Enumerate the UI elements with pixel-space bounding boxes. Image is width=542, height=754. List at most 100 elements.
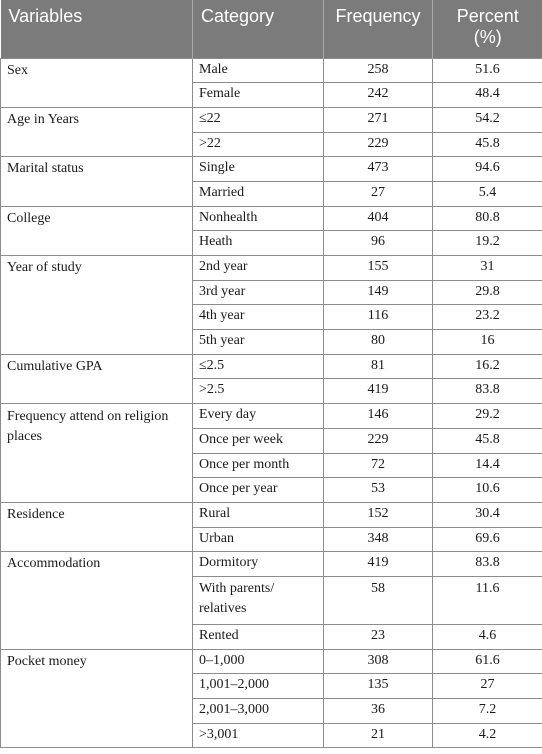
table-row: Once per month 72 14.4 bbox=[1, 452, 542, 479]
category-cell: Once per year bbox=[192, 477, 324, 503]
table-row: College Nonhealth 404 80.8 bbox=[0, 205, 542, 257]
table-row: Once per year 53 10.6 bbox=[1, 477, 542, 503]
table-row: Pocket money 0–1,000 308 61.6 bbox=[0, 648, 542, 749]
table-row: Frequency attend on religion places Ever… bbox=[0, 403, 542, 503]
variable-cell: Pocket money bbox=[0, 648, 193, 749]
category-cell: Urban bbox=[192, 526, 324, 553]
percent-cell: 14.4 bbox=[432, 452, 542, 479]
table-row: Rented 23 4.6 bbox=[1, 623, 542, 650]
percent-cell: 94.6 bbox=[432, 156, 542, 182]
percent-cell: 83.8 bbox=[432, 378, 542, 405]
percent-cell: 83.8 bbox=[432, 551, 542, 577]
category-cell: Rented bbox=[192, 623, 324, 650]
percent-cell: 54.2 bbox=[432, 106, 542, 133]
frequency-cell: 419 bbox=[323, 551, 433, 577]
frequency-cell: 36 bbox=[323, 698, 433, 724]
frequency-cell: 81 bbox=[323, 353, 433, 380]
frequency-cell: 58 bbox=[323, 575, 433, 625]
header-frequency: Frequency bbox=[323, 0, 433, 58]
frequency-cell: 271 bbox=[323, 106, 433, 133]
percent-cell: 11.6 bbox=[432, 575, 542, 625]
percent-cell: 29.2 bbox=[432, 403, 542, 429]
variable-cell: Residence bbox=[0, 501, 193, 553]
frequency-cell: 21 bbox=[323, 722, 433, 749]
table-row: 5th year 80 16 bbox=[1, 329, 542, 355]
category-cell: >22 bbox=[192, 131, 324, 158]
frequency-cell: 72 bbox=[323, 452, 433, 479]
category-cell: ≤2.5 bbox=[192, 353, 324, 380]
frequency-cell: 155 bbox=[323, 255, 433, 281]
header-variables: Variables bbox=[0, 0, 193, 58]
frequency-cell: 53 bbox=[323, 477, 433, 503]
percent-cell: 7.2 bbox=[432, 698, 542, 724]
category-cell: Dormitory bbox=[192, 551, 324, 577]
percent-cell: 27 bbox=[432, 673, 542, 699]
percent-cell: 69.6 bbox=[432, 526, 542, 553]
category-cell: 2nd year bbox=[192, 255, 324, 281]
table-row: 4th year 116 23.2 bbox=[1, 304, 542, 331]
table-row: 2,001–3,000 36 7.2 bbox=[1, 698, 542, 724]
category-cell: Single bbox=[192, 156, 324, 182]
table-row: >3,001 21 4.2 bbox=[1, 722, 542, 749]
frequency-cell: 146 bbox=[323, 403, 433, 429]
variable-cell: Age in Years bbox=[0, 106, 193, 158]
percent-cell: 16.2 bbox=[432, 353, 542, 380]
table-header: Variables Category Frequency Percent (%) bbox=[0, 0, 542, 58]
header-percent: Percent (%) bbox=[432, 0, 542, 58]
variable-cell: Cumulative GPA bbox=[0, 353, 193, 405]
category-cell: 2,001–3,000 bbox=[192, 698, 324, 724]
header-category: Category bbox=[192, 0, 324, 58]
variable-cell: Marital status bbox=[0, 156, 193, 207]
frequency-cell: 229 bbox=[323, 131, 433, 158]
category-cell: Rural bbox=[192, 501, 324, 528]
percent-cell: 51.6 bbox=[432, 57, 542, 84]
frequency-cell: 80 bbox=[323, 329, 433, 355]
frequency-cell: 116 bbox=[323, 304, 433, 331]
frequency-cell: 149 bbox=[323, 279, 433, 306]
table-row: Residence Rural 152 30.4 bbox=[0, 501, 542, 553]
percent-cell: 19.2 bbox=[432, 230, 542, 256]
table-row: With parents/ relatives 58 11.6 bbox=[1, 575, 542, 625]
category-cell: Female bbox=[192, 82, 324, 108]
percent-cell: 29.8 bbox=[432, 279, 542, 306]
table-row: Sex Male 258 51.6 bbox=[0, 57, 542, 108]
frequency-cell: 96 bbox=[323, 230, 433, 256]
frequency-cell: 135 bbox=[323, 673, 433, 699]
percent-cell: 45.8 bbox=[432, 427, 542, 454]
percent-cell: 80.8 bbox=[432, 205, 542, 232]
category-cell: Once per month bbox=[192, 452, 324, 479]
category-cell: 1,001–2,000 bbox=[192, 673, 324, 699]
table-row: Married 27 5.4 bbox=[1, 180, 542, 207]
percent-cell: 4.6 bbox=[432, 623, 542, 650]
variable-cell: Sex bbox=[0, 57, 193, 108]
percent-cell: 45.8 bbox=[432, 131, 542, 158]
frequency-cell: 404 bbox=[323, 205, 433, 232]
frequency-cell: 27 bbox=[323, 180, 433, 207]
header-row: Variables Category Frequency Percent (%) bbox=[0, 0, 542, 58]
table-body: Sex Male 258 51.6 Female 242 48.4 Age in… bbox=[0, 57, 542, 749]
variable-cell: Frequency attend on religion places bbox=[0, 403, 193, 503]
table-row: >2.5 419 83.8 bbox=[1, 378, 542, 405]
percent-cell: 48.4 bbox=[432, 82, 542, 108]
percent-cell: 31 bbox=[432, 255, 542, 281]
table-row: Cumulative GPA ≤2.5 81 16.2 bbox=[0, 353, 542, 405]
category-cell: Married bbox=[192, 180, 324, 207]
frequency-cell: 229 bbox=[323, 427, 433, 454]
table-row: 3rd year 149 29.8 bbox=[1, 279, 542, 306]
percent-cell: 61.6 bbox=[432, 648, 542, 675]
percent-cell: 30.4 bbox=[432, 501, 542, 528]
frequency-cell: 348 bbox=[323, 526, 433, 553]
category-cell: Heath bbox=[192, 230, 324, 256]
frequency-cell: 23 bbox=[323, 623, 433, 650]
frequency-cell: 308 bbox=[323, 648, 433, 675]
variable-cell: College bbox=[0, 205, 193, 257]
percent-cell: 16 bbox=[432, 329, 542, 355]
category-cell: Nonhealth bbox=[192, 205, 324, 232]
category-cell: ≤22 bbox=[192, 106, 324, 133]
frequency-cell: 473 bbox=[323, 156, 433, 182]
table-row: Year of study 2nd year 155 31 bbox=[0, 255, 542, 355]
frequency-cell: 152 bbox=[323, 501, 433, 528]
category-cell: 5th year bbox=[192, 329, 324, 355]
percent-cell: 23.2 bbox=[432, 304, 542, 331]
category-cell: >2.5 bbox=[192, 378, 324, 405]
